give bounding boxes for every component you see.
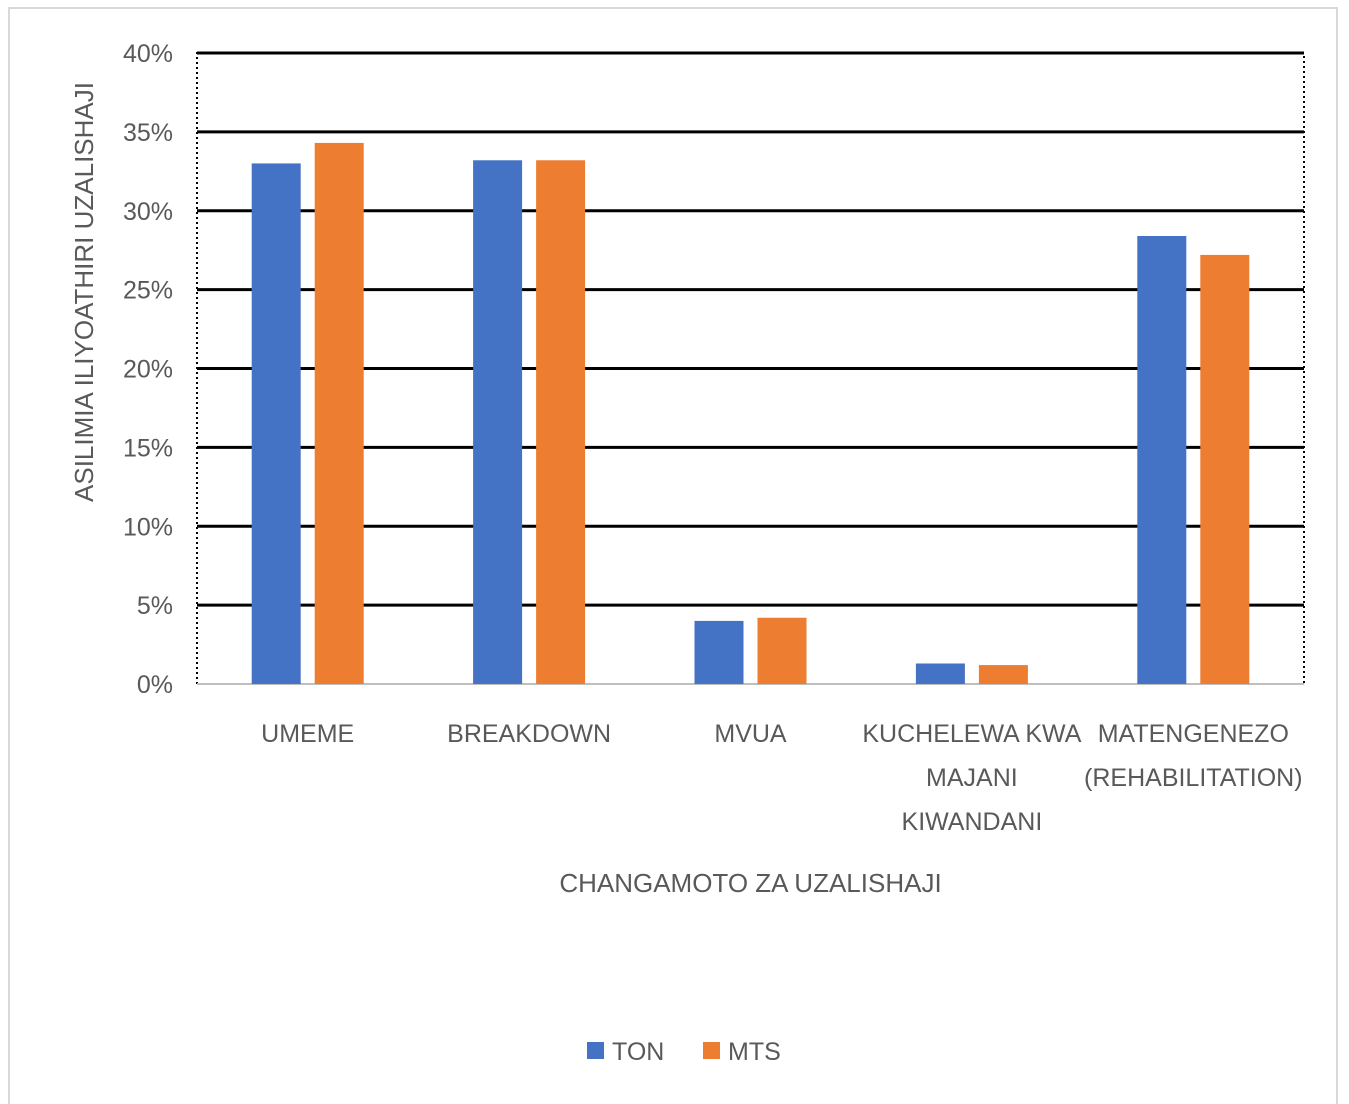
x-axis-title: CHANGAMOTO ZA UZALISHAJI xyxy=(559,868,941,898)
legend-label-mts: MTS xyxy=(728,1038,781,1066)
y-tick-label: 30% xyxy=(123,198,173,226)
x-tick-label: MATENGENEZO xyxy=(1098,720,1289,748)
y-tick-label: 35% xyxy=(123,119,173,147)
x-tick-label: KUCHELEWA KWA xyxy=(862,720,1081,748)
bar-ton xyxy=(473,160,523,684)
bar-mts xyxy=(314,142,364,685)
y-tick-label: 10% xyxy=(123,513,173,541)
x-tick-label: MVUA xyxy=(714,720,787,748)
legend-label-ton: TON xyxy=(612,1038,664,1066)
y-tick-label: 0% xyxy=(137,671,173,699)
bar-ton xyxy=(694,620,744,684)
bar-ton xyxy=(915,663,965,684)
chart-frame xyxy=(8,7,1338,1104)
bar-ton xyxy=(1137,235,1187,685)
y-tick-label: 25% xyxy=(123,277,173,305)
y-tick-label: 20% xyxy=(123,356,173,384)
bar-mts xyxy=(536,160,586,684)
bar-mts xyxy=(1200,254,1250,685)
y-tick-label: 15% xyxy=(123,434,173,462)
x-tick-label: (REHABILITATION) xyxy=(1084,764,1303,792)
y-tick-label: 5% xyxy=(137,592,173,620)
legend-swatch-mts xyxy=(703,1042,720,1059)
bar-ton xyxy=(251,163,301,685)
x-tick-label: KIWANDANI xyxy=(902,808,1043,836)
x-tick-label: UMEME xyxy=(261,720,354,748)
bar-mts xyxy=(757,617,807,684)
bar-mts xyxy=(978,665,1028,684)
legend-swatch-ton xyxy=(587,1042,604,1059)
x-tick-label: MAJANI xyxy=(926,764,1018,792)
x-tick-label: BREAKDOWN xyxy=(447,720,611,748)
y-tick-label: 40% xyxy=(123,40,173,68)
y-axis-title: ASILIMIA ILIYOATHIRI UZALISHAJI xyxy=(69,82,99,502)
